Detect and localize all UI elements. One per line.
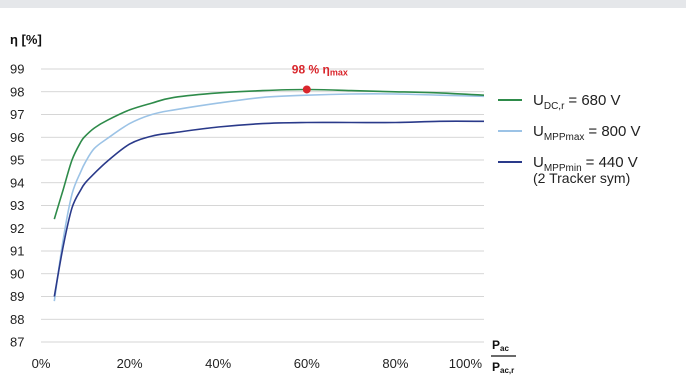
legend-entry: UMPPmax = 800 V [533, 123, 641, 143]
x-tick-label: 60% [294, 356, 320, 371]
y-tick-label: 93 [10, 198, 24, 213]
svg-text:Pac: Pac [492, 338, 509, 353]
y-tick-label: 87 [10, 335, 24, 350]
y-tick-label: 94 [10, 175, 24, 190]
y-tick-label: 91 [10, 244, 24, 259]
y-axis-label: η [%] [10, 32, 42, 47]
y-tick-label: 90 [10, 266, 24, 281]
series-layer [53, 88, 485, 302]
series-line-mppmax [53, 93, 485, 302]
max-efficiency-point [302, 85, 311, 94]
max-efficiency-annotation: 98 % ηmax [292, 62, 348, 94]
x-tick-label: 40% [205, 356, 231, 371]
series-line-dc-r [53, 88, 485, 220]
y-tick-label: 89 [10, 289, 24, 304]
legend-note: (2 Tracker sym) [533, 170, 630, 186]
grid-layer [41, 68, 484, 343]
x-axis-label: Pac Pac,r [491, 338, 516, 375]
svg-text:Pac,r: Pac,r [492, 360, 514, 375]
series-line-mppmin [53, 120, 485, 297]
y-tick-label: 97 [10, 107, 24, 122]
tick-layer: 87 88 89 90 91 92 93 94 95 96 97 98 99 0% 20% 40% 60% 80%… [10, 62, 482, 372]
y-tick-label: 88 [10, 312, 24, 327]
x-tick-label: 0% [32, 356, 51, 371]
x-tick-label: 20% [117, 356, 143, 371]
max-efficiency-label: 98 % ηmax [292, 62, 348, 77]
y-tick-label: 92 [10, 221, 24, 236]
top-bar [0, 0, 686, 8]
x-tick-label: 80% [382, 356, 408, 371]
legend-entry: UDC,r = 680 V [533, 92, 621, 112]
y-tick-label: 99 [10, 62, 24, 77]
y-tick-label: 95 [10, 153, 24, 168]
legend-layer: UDC,r = 680 V UMPPmax = 800 V UMPPmin = 440 V… [498, 92, 641, 186]
y-tick-label: 96 [10, 130, 24, 145]
y-tick-label: 98 [10, 84, 24, 99]
x-tick-label: 100% [449, 356, 483, 371]
legend-entry: UMPPmin = 440 V [533, 154, 638, 174]
